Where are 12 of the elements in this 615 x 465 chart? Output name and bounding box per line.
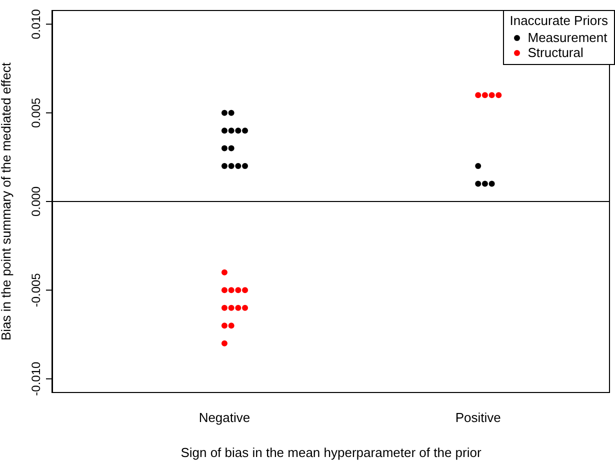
y-tick-label: 0.005 (29, 98, 43, 128)
x-tick-label: Positive (455, 410, 501, 426)
x-axis-title: Sign of bias in the mean hyperparameter of the prior (180, 445, 482, 460)
y-tick-label: 0.010 (29, 8, 43, 40)
legend-title: Inaccurate Priors (510, 13, 608, 28)
y-tick-label: 0.000 (29, 186, 43, 217)
y-axis-title: Bias in the point summary of the mediated effect (0, 62, 14, 340)
x-tick-label: Negative (198, 410, 250, 426)
y-tick-label: -0.010 (29, 361, 43, 396)
y-tick-label: -0.005 (29, 272, 43, 308)
legend-label: Structural (528, 45, 584, 60)
legend-label: Measurement (528, 30, 608, 45)
